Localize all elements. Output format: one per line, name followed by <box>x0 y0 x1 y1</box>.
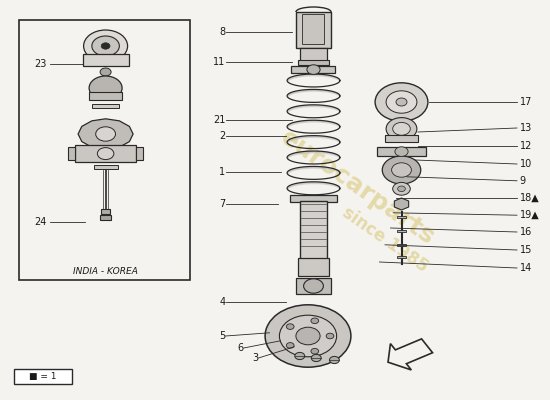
Text: 15: 15 <box>520 245 532 255</box>
Text: eurocarparts: eurocarparts <box>276 126 439 250</box>
Text: 9: 9 <box>520 176 526 186</box>
Bar <box>89 92 122 100</box>
Circle shape <box>89 76 122 100</box>
Bar <box>290 195 337 202</box>
Bar <box>296 12 331 48</box>
Circle shape <box>96 127 115 141</box>
Bar <box>136 147 143 160</box>
Circle shape <box>287 343 294 348</box>
Circle shape <box>375 83 428 121</box>
Text: 17: 17 <box>520 97 532 107</box>
Circle shape <box>393 182 410 195</box>
Bar <box>82 54 129 66</box>
Circle shape <box>84 30 128 62</box>
Bar <box>300 201 327 260</box>
Circle shape <box>304 279 323 293</box>
Circle shape <box>97 148 114 160</box>
Bar <box>397 244 406 246</box>
Bar <box>75 145 136 162</box>
Text: 6: 6 <box>238 343 244 353</box>
Circle shape <box>100 68 111 76</box>
Bar <box>300 48 327 62</box>
Circle shape <box>392 163 411 177</box>
Text: 21: 21 <box>213 115 226 125</box>
Bar <box>100 215 111 220</box>
Bar <box>14 369 72 384</box>
Bar <box>397 256 406 258</box>
Bar <box>302 14 324 44</box>
Text: 1: 1 <box>219 167 226 177</box>
Bar <box>385 135 418 142</box>
Text: 7: 7 <box>219 199 226 209</box>
Polygon shape <box>78 119 133 149</box>
Text: 2: 2 <box>219 131 226 141</box>
Text: 23: 23 <box>34 59 47 69</box>
Circle shape <box>396 98 407 106</box>
Bar <box>298 258 329 276</box>
Polygon shape <box>394 198 409 210</box>
Text: 19▲: 19▲ <box>520 210 540 220</box>
Text: 4: 4 <box>219 297 226 307</box>
Text: 10: 10 <box>520 159 532 169</box>
Circle shape <box>279 315 337 357</box>
Bar <box>377 147 426 156</box>
Circle shape <box>311 354 321 362</box>
Bar <box>397 216 406 218</box>
Bar <box>101 209 110 214</box>
Text: 13: 13 <box>520 123 532 133</box>
Circle shape <box>92 36 119 56</box>
Text: 24: 24 <box>34 217 47 227</box>
Bar <box>397 230 406 232</box>
Text: 14: 14 <box>520 263 532 273</box>
Circle shape <box>101 43 110 49</box>
Bar <box>94 165 118 169</box>
Circle shape <box>326 333 334 339</box>
Circle shape <box>287 324 294 329</box>
Text: 11: 11 <box>213 57 226 67</box>
Circle shape <box>395 147 408 156</box>
Text: 12: 12 <box>520 141 532 151</box>
Bar <box>298 60 329 65</box>
Circle shape <box>265 305 351 367</box>
Bar <box>92 104 119 108</box>
Bar <box>292 66 336 73</box>
Circle shape <box>386 118 417 140</box>
Circle shape <box>295 352 305 360</box>
Bar <box>19 20 190 280</box>
Text: 8: 8 <box>219 27 226 37</box>
Bar <box>68 147 75 160</box>
Text: ■ = 1: ■ = 1 <box>29 372 56 381</box>
Text: 5: 5 <box>219 331 226 341</box>
Circle shape <box>296 327 320 345</box>
Text: 16: 16 <box>520 227 532 237</box>
Text: 3: 3 <box>252 353 258 363</box>
Text: since 1985: since 1985 <box>339 204 431 276</box>
Bar <box>301 200 326 248</box>
Circle shape <box>386 91 417 113</box>
Circle shape <box>307 65 320 74</box>
Bar <box>296 278 331 294</box>
Circle shape <box>311 348 318 354</box>
Text: 18▲: 18▲ <box>520 193 540 203</box>
Circle shape <box>393 122 410 135</box>
Circle shape <box>398 186 405 192</box>
Circle shape <box>329 356 339 364</box>
Circle shape <box>382 156 421 184</box>
Circle shape <box>311 318 318 324</box>
Text: INDIA - KOREA: INDIA - KOREA <box>73 268 138 276</box>
